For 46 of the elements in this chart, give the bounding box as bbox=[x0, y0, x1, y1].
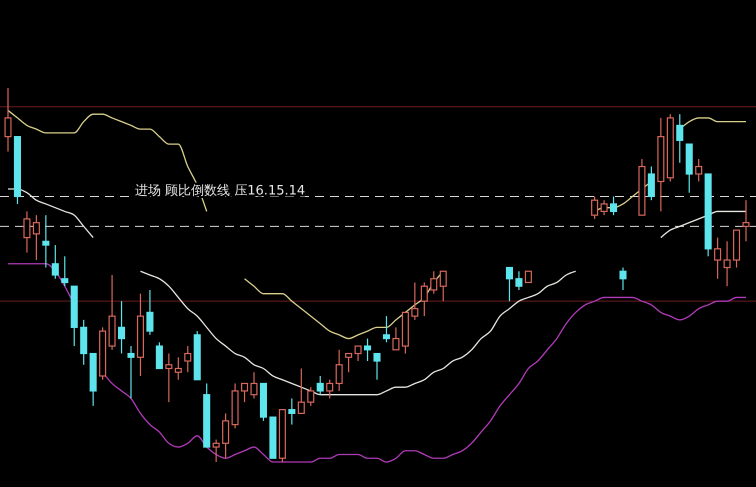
candlestick bbox=[316, 375, 324, 396]
candlestick bbox=[4, 87, 12, 152]
candlestick bbox=[742, 200, 750, 242]
candlestick bbox=[61, 256, 68, 287]
candlestick bbox=[326, 379, 334, 400]
candlestick bbox=[515, 270, 522, 291]
candlestick bbox=[695, 158, 702, 182]
candlestick bbox=[127, 345, 135, 400]
candlestick bbox=[714, 237, 722, 280]
candlestick bbox=[118, 300, 126, 354]
candlestick bbox=[506, 266, 513, 302]
candlestick bbox=[364, 338, 372, 362]
candlestick bbox=[288, 398, 296, 426]
candlestick bbox=[156, 342, 163, 370]
candlestick bbox=[591, 196, 598, 220]
candlestick bbox=[52, 244, 59, 280]
candlestick bbox=[146, 289, 154, 336]
candlestick bbox=[524, 270, 532, 284]
candlestick bbox=[42, 214, 50, 268]
candlestick bbox=[165, 352, 172, 403]
candlestick bbox=[392, 326, 400, 350]
candlestick bbox=[440, 270, 447, 302]
candlestick bbox=[411, 282, 418, 320]
candlestick bbox=[298, 368, 305, 414]
candlestick bbox=[354, 345, 362, 362]
candlestick bbox=[345, 352, 352, 373]
candlestick bbox=[250, 372, 258, 400]
candlestick bbox=[676, 114, 684, 164]
candlestick bbox=[222, 412, 230, 459]
candlestick bbox=[610, 196, 618, 216]
candlestick bbox=[174, 356, 182, 380]
candlestick bbox=[600, 200, 608, 216]
candlestick bbox=[648, 166, 655, 201]
candlestick bbox=[373, 352, 381, 380]
candlestick bbox=[307, 386, 314, 406]
candlestick bbox=[212, 438, 220, 463]
candlestick bbox=[23, 210, 30, 254]
candlestick bbox=[420, 282, 428, 317]
candlestick bbox=[619, 266, 627, 291]
candlestick bbox=[336, 349, 343, 392]
candlestick bbox=[32, 214, 40, 261]
candlestick bbox=[724, 240, 731, 287]
candlestick bbox=[241, 382, 248, 403]
candlestick bbox=[430, 270, 438, 294]
candlestick bbox=[184, 345, 192, 373]
candlestick bbox=[382, 316, 390, 343]
